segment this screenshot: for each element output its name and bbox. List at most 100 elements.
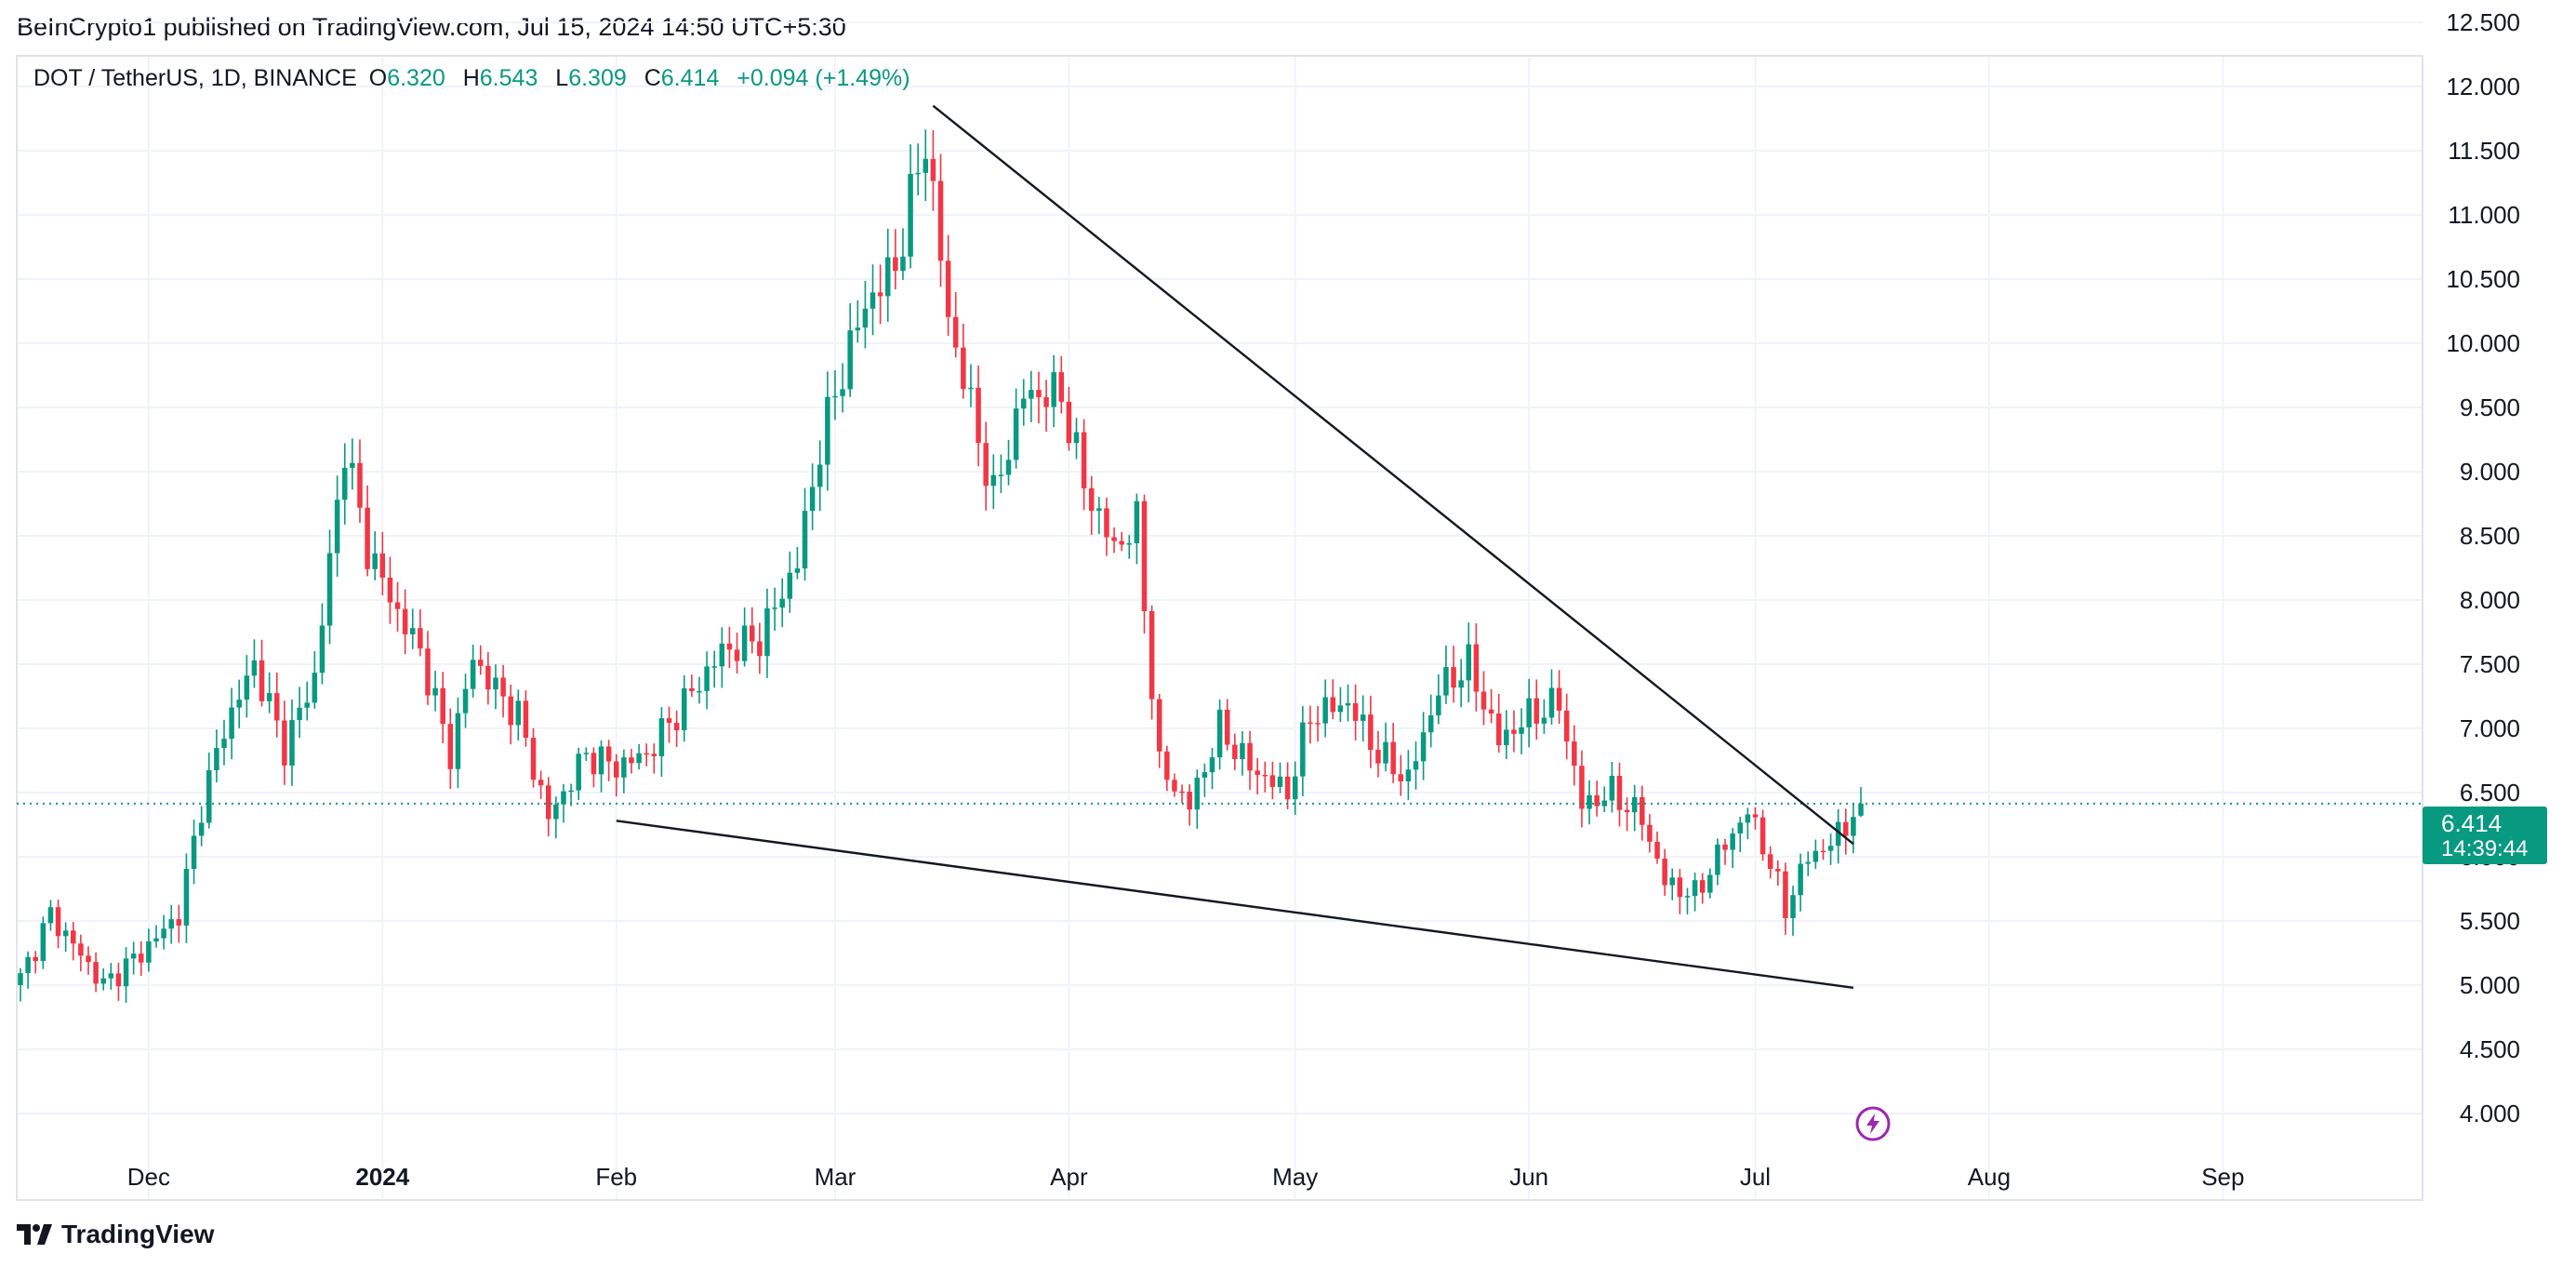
candle-body	[1126, 543, 1133, 545]
candle-body	[749, 625, 755, 642]
candle-body	[1194, 777, 1201, 810]
candle-body	[1767, 854, 1773, 870]
trendlines[interactable]	[616, 104, 1854, 989]
candle-body	[1654, 841, 1660, 860]
candle-body	[1141, 500, 1148, 612]
candle-body	[1563, 710, 1570, 742]
candle-body	[259, 660, 265, 701]
candle-body	[576, 754, 581, 791]
candle-body	[1827, 846, 1834, 851]
candle-body	[1722, 844, 1728, 850]
low-value: 6.309	[568, 65, 627, 91]
candle-body	[191, 835, 197, 870]
candle-body	[1104, 508, 1109, 538]
candle-body	[802, 511, 808, 569]
candle-body	[976, 387, 981, 444]
candle-body	[1247, 742, 1253, 771]
candle-body	[930, 158, 936, 181]
y-tick-label: 9.500	[2460, 393, 2520, 421]
candle-body	[1262, 774, 1268, 777]
candle-body	[1134, 500, 1140, 544]
price-axis[interactable]: 12.500 12.000 11.500 11.000 10.500 10.000 9.50…	[2446, 8, 2520, 1127]
candle-body	[1488, 709, 1494, 714]
high-value: 6.543	[479, 65, 538, 91]
plot-border	[16, 55, 2423, 1201]
published-by-header: BeInCrypto1 published on TradingView.com…	[17, 13, 846, 41]
candle-body	[508, 696, 513, 726]
candle-body	[1398, 774, 1404, 782]
candle-body	[1284, 776, 1291, 800]
symbol-label[interactable]: DOT / TetherUS, 1D, BINANCE	[33, 65, 357, 91]
y-tick-label: 12.500	[2446, 8, 2520, 36]
candle-body	[477, 660, 484, 666]
candle-body	[598, 746, 604, 775]
candle-body	[1481, 691, 1487, 710]
candle-body	[500, 677, 506, 697]
y-tick-label: 10.000	[2446, 329, 2520, 357]
candle-body	[1647, 824, 1653, 842]
candle-body	[1556, 687, 1562, 711]
candle-body	[394, 602, 401, 609]
candle-body	[1368, 714, 1374, 751]
candle-body	[945, 260, 951, 317]
candle-body	[357, 462, 363, 508]
candle-body	[1752, 814, 1759, 818]
candle-body	[591, 753, 597, 775]
candle-body	[870, 292, 876, 309]
candle-body	[1783, 871, 1788, 919]
candle-body	[893, 257, 898, 272]
candle-body	[840, 389, 845, 396]
candle-body	[297, 707, 302, 721]
tradingview-brand[interactable]: TradingView	[17, 1219, 214, 1250]
y-tick-label: 4.000	[2460, 1100, 2520, 1127]
brand-name: TradingView	[61, 1220, 215, 1248]
candle-body	[1209, 757, 1215, 773]
candle-body	[55, 907, 61, 937]
candle-body	[1466, 644, 1472, 681]
low-label: L	[555, 65, 569, 91]
candle-body	[1322, 697, 1328, 724]
candle-body	[1572, 741, 1577, 767]
candle-body	[1383, 741, 1388, 764]
candle-body	[289, 720, 295, 766]
candle-body	[1458, 680, 1464, 688]
candle-body	[1835, 821, 1841, 847]
candle-body	[1858, 803, 1864, 816]
candle-body	[1511, 729, 1517, 734]
candle-body	[1812, 850, 1819, 862]
candle-body	[666, 718, 672, 723]
trendline[interactable]	[932, 104, 1854, 846]
candle-body	[1269, 775, 1276, 787]
x-tick-label: Aug	[1968, 1163, 2011, 1191]
lightning-flash-icon[interactable]	[1855, 1106, 1891, 1141]
candle-body	[1360, 714, 1366, 721]
x-tick-label: May	[1272, 1163, 1318, 1191]
candle-body	[319, 625, 325, 674]
candle-body	[153, 938, 159, 942]
candle-body	[1073, 432, 1080, 444]
y-tick-label: 5.000	[2460, 971, 2520, 999]
candle-body	[787, 572, 793, 599]
candle-body	[130, 954, 137, 959]
candle-body	[1594, 794, 1600, 807]
candle-body	[229, 707, 234, 740]
open-label: O	[368, 65, 388, 91]
candle-body	[1745, 814, 1751, 823]
candle-body	[1677, 877, 1683, 898]
candle-body	[146, 941, 152, 963]
candle-body	[1058, 372, 1065, 402]
trendline[interactable]	[616, 820, 1854, 989]
time-axis[interactable]: Dec 2024 Feb Mar Apr May Jun Jul Aug Sep	[127, 1163, 2245, 1191]
candle-body	[697, 690, 702, 693]
candle-body	[1081, 432, 1087, 488]
candle-body	[530, 738, 537, 780]
candle-body	[1616, 775, 1623, 810]
candle-body	[658, 718, 665, 756]
candle-body	[621, 757, 627, 778]
candle-body	[206, 769, 212, 823]
candle-body	[1541, 717, 1547, 724]
candle-body	[862, 308, 869, 328]
candle-body	[1277, 776, 1283, 787]
candle-body	[1088, 487, 1095, 512]
